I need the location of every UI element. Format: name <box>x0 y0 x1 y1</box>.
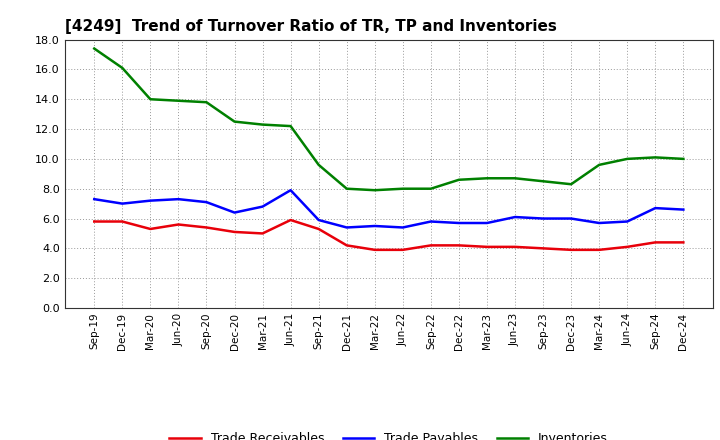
Line: Trade Receivables: Trade Receivables <box>94 220 683 250</box>
Trade Receivables <box>146 226 155 231</box>
Trade Payables <box>287 187 295 193</box>
Inventories <box>230 119 239 124</box>
Inventories <box>343 186 351 191</box>
Inventories <box>567 182 575 187</box>
Trade Receivables <box>426 243 435 248</box>
Trade Receivables <box>343 243 351 248</box>
Trade Receivables <box>539 246 547 251</box>
Trade Payables <box>567 216 575 221</box>
Trade Receivables <box>90 219 99 224</box>
Trade Receivables <box>174 222 183 227</box>
Trade Receivables <box>118 219 127 224</box>
Trade Receivables <box>567 247 575 253</box>
Trade Payables <box>174 197 183 202</box>
Inventories <box>118 65 127 70</box>
Trade Payables <box>482 220 491 226</box>
Trade Receivables <box>510 244 519 249</box>
Trade Receivables <box>315 226 323 231</box>
Inventories <box>398 186 407 191</box>
Inventories <box>371 187 379 193</box>
Inventories <box>90 46 99 51</box>
Inventories <box>146 97 155 102</box>
Inventories <box>679 156 688 161</box>
Trade Receivables <box>482 244 491 249</box>
Trade Payables <box>539 216 547 221</box>
Trade Receivables <box>651 240 660 245</box>
Inventories <box>510 176 519 181</box>
Trade Payables <box>315 217 323 223</box>
Inventories <box>315 162 323 168</box>
Trade Payables <box>230 210 239 215</box>
Legend: Trade Receivables, Trade Payables, Inventories: Trade Receivables, Trade Payables, Inven… <box>164 427 613 440</box>
Trade Receivables <box>454 243 463 248</box>
Trade Payables <box>398 225 407 230</box>
Trade Payables <box>258 204 267 209</box>
Line: Trade Payables: Trade Payables <box>94 190 683 227</box>
Line: Inventories: Inventories <box>94 48 683 190</box>
Trade Receivables <box>371 247 379 253</box>
Inventories <box>258 122 267 127</box>
Trade Receivables <box>398 247 407 253</box>
Inventories <box>595 162 603 168</box>
Trade Payables <box>651 205 660 211</box>
Trade Payables <box>202 199 211 205</box>
Trade Payables <box>118 201 127 206</box>
Trade Payables <box>90 197 99 202</box>
Inventories <box>623 156 631 161</box>
Inventories <box>174 98 183 103</box>
Trade Payables <box>623 219 631 224</box>
Inventories <box>482 176 491 181</box>
Trade Receivables <box>679 240 688 245</box>
Trade Payables <box>510 214 519 220</box>
Inventories <box>651 155 660 160</box>
Trade Receivables <box>595 247 603 253</box>
Trade Receivables <box>287 217 295 223</box>
Inventories <box>202 99 211 105</box>
Trade Receivables <box>202 225 211 230</box>
Inventories <box>539 179 547 184</box>
Text: [4249]  Trend of Turnover Ratio of TR, TP and Inventories: [4249] Trend of Turnover Ratio of TR, TP… <box>65 19 557 34</box>
Inventories <box>454 177 463 183</box>
Trade Payables <box>343 225 351 230</box>
Trade Receivables <box>258 231 267 236</box>
Trade Receivables <box>230 229 239 235</box>
Trade Payables <box>679 207 688 212</box>
Trade Payables <box>371 224 379 229</box>
Trade Payables <box>454 220 463 226</box>
Trade Receivables <box>623 244 631 249</box>
Inventories <box>287 124 295 129</box>
Trade Payables <box>146 198 155 203</box>
Trade Payables <box>426 219 435 224</box>
Trade Payables <box>595 220 603 226</box>
Inventories <box>426 186 435 191</box>
